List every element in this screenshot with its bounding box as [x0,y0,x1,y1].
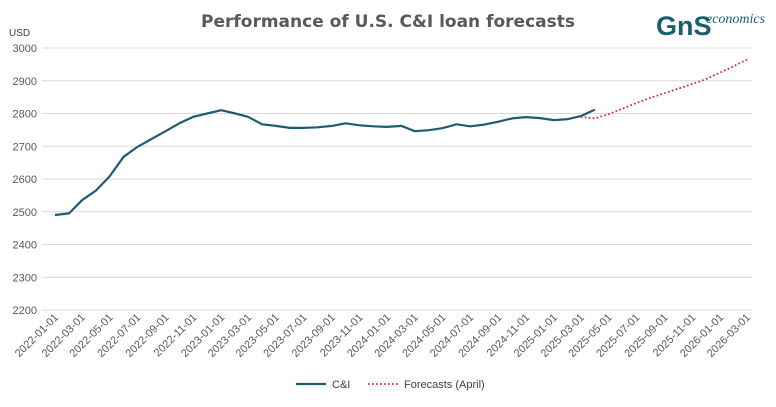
logo-word: economics [706,12,766,27]
y-tick-label: 2200 [13,305,37,317]
y-tick-label: 3000 [13,43,37,55]
legend: C&I Forecasts (April) [296,379,485,391]
chart-title: Performance of U.S. C&I loan forecasts [201,12,575,32]
y-tick-label: 2500 [13,207,37,219]
legend-label-1: Forecasts (April) [404,379,485,391]
y-tick-label: 2300 [13,272,37,284]
y-tick-label: 2600 [13,174,37,186]
y-axis: 2200 2300 2400 2500 2600 2700 2800 2900 3000 [13,43,37,317]
y-tick-label: 2900 [13,76,37,88]
grid-lines [42,47,752,311]
series-lines [54,58,748,217]
y-axis-label: USD [9,28,30,39]
series-line-1 [580,58,748,120]
x-axis: 2022-01-012022-03-012022-05-012022-07-01… [13,312,753,360]
y-tick-label: 2700 [13,141,37,153]
legend-label-0: C&I [332,379,350,391]
logo-letters: GnS [656,11,712,41]
y-tick-label: 2800 [13,109,37,121]
y-tick-label: 2400 [13,240,37,252]
gns-economics-logo: GnS economics [656,11,766,41]
series-line-0 [54,108,596,217]
